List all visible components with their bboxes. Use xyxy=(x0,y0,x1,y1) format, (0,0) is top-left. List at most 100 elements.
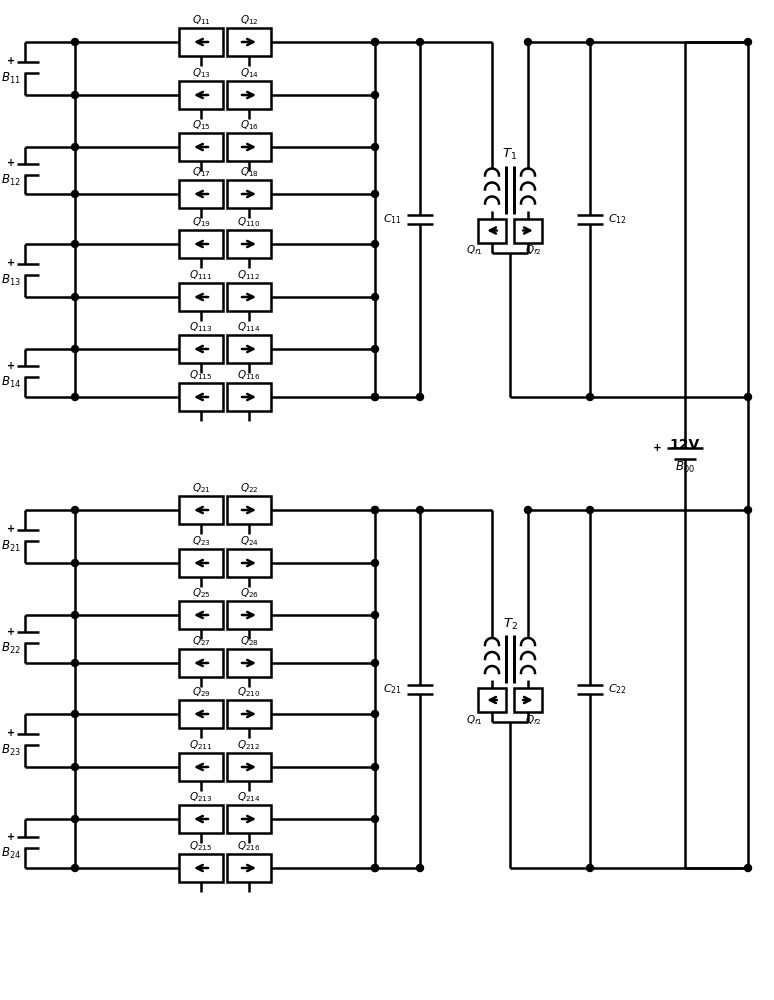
Circle shape xyxy=(71,143,78,150)
Text: $B_{21}$: $B_{21}$ xyxy=(1,538,21,554)
Text: $C_{22}$: $C_{22}$ xyxy=(608,682,627,696)
Circle shape xyxy=(372,143,378,150)
Text: $Q_{210}$: $Q_{210}$ xyxy=(238,685,261,699)
Bar xyxy=(514,219,542,242)
Bar xyxy=(179,854,223,882)
Bar xyxy=(227,283,271,311)
Text: $Q_{114}$: $Q_{114}$ xyxy=(237,320,261,334)
Circle shape xyxy=(71,506,78,514)
Text: $T_1$: $T_1$ xyxy=(502,147,518,162)
Circle shape xyxy=(71,816,78,822)
Bar xyxy=(514,688,542,712)
Text: $Q_{14}$: $Q_{14}$ xyxy=(239,66,259,80)
Bar xyxy=(227,383,271,411)
Bar xyxy=(227,496,271,524)
Text: $Q_{24}$: $Q_{24}$ xyxy=(239,534,259,548)
Circle shape xyxy=(71,190,78,198)
Text: $B_{23}$: $B_{23}$ xyxy=(1,742,21,758)
Circle shape xyxy=(587,506,594,514)
Bar xyxy=(179,283,223,311)
Text: $B_{11}$: $B_{11}$ xyxy=(1,70,21,86)
Text: $B_{14}$: $B_{14}$ xyxy=(1,375,21,390)
Bar xyxy=(179,549,223,577)
Circle shape xyxy=(372,506,378,514)
Text: $Q_{29}$: $Q_{29}$ xyxy=(192,685,211,699)
Bar xyxy=(227,649,271,677)
Bar xyxy=(179,496,223,524)
Circle shape xyxy=(372,764,378,770)
Text: $Q_{11}$: $Q_{11}$ xyxy=(192,13,211,27)
Bar xyxy=(179,383,223,411)
Text: $Q_{111}$: $Q_{111}$ xyxy=(190,268,213,282)
Text: $C_{12}$: $C_{12}$ xyxy=(608,213,627,226)
Text: $Q_{19}$: $Q_{19}$ xyxy=(191,215,211,229)
Bar xyxy=(227,230,271,258)
Bar xyxy=(227,753,271,781)
Circle shape xyxy=(372,346,378,353)
Text: +: + xyxy=(7,728,15,738)
Circle shape xyxy=(525,38,532,45)
Circle shape xyxy=(416,393,423,400)
Bar xyxy=(179,180,223,208)
Text: $Q_{110}$: $Q_{110}$ xyxy=(238,215,261,229)
Text: +: + xyxy=(7,158,15,168)
Text: $Q_{22}$: $Q_{22}$ xyxy=(240,481,259,495)
Circle shape xyxy=(372,611,378,618)
Bar xyxy=(227,549,271,577)
Circle shape xyxy=(587,38,594,45)
Circle shape xyxy=(372,864,378,871)
Bar xyxy=(227,854,271,882)
Circle shape xyxy=(71,346,78,353)
Circle shape xyxy=(372,294,378,300)
Text: $B_{24}$: $B_{24}$ xyxy=(1,846,21,861)
Bar xyxy=(179,649,223,677)
Circle shape xyxy=(71,660,78,666)
Bar xyxy=(179,601,223,629)
Bar xyxy=(227,28,271,56)
Circle shape xyxy=(745,393,752,400)
Text: $Q_{23}$: $Q_{23}$ xyxy=(192,534,211,548)
Text: $Q_{f2}$: $Q_{f2}$ xyxy=(525,244,541,257)
Bar xyxy=(179,805,223,833)
Circle shape xyxy=(71,764,78,770)
Text: $Q_{15}$: $Q_{15}$ xyxy=(192,118,211,132)
Bar xyxy=(478,219,506,242)
Text: +: + xyxy=(7,627,15,637)
Circle shape xyxy=(372,38,378,45)
Text: $Q_{f2}$: $Q_{f2}$ xyxy=(525,713,541,727)
Circle shape xyxy=(71,611,78,618)
Text: $Q_{27}$: $Q_{27}$ xyxy=(192,634,211,648)
Circle shape xyxy=(745,38,752,45)
Circle shape xyxy=(587,393,594,400)
Bar xyxy=(227,335,271,363)
Text: $B_{00}$: $B_{00}$ xyxy=(675,459,695,475)
Text: $Q_{112}$: $Q_{112}$ xyxy=(238,268,261,282)
Bar xyxy=(227,805,271,833)
Circle shape xyxy=(372,816,378,822)
Bar xyxy=(227,133,271,161)
Text: $Q_{113}$: $Q_{113}$ xyxy=(190,320,213,334)
Circle shape xyxy=(587,864,594,871)
Text: $Q_{213}$: $Q_{213}$ xyxy=(190,790,213,804)
Circle shape xyxy=(71,240,78,247)
Circle shape xyxy=(71,560,78,566)
Bar xyxy=(227,81,271,109)
Text: $B_{22}$: $B_{22}$ xyxy=(1,641,21,656)
Circle shape xyxy=(372,660,378,666)
Circle shape xyxy=(372,92,378,99)
Text: $Q_{18}$: $Q_{18}$ xyxy=(239,165,259,179)
Bar xyxy=(227,601,271,629)
Bar xyxy=(179,230,223,258)
Bar xyxy=(179,700,223,728)
Circle shape xyxy=(416,506,423,514)
Text: $Q_{216}$: $Q_{216}$ xyxy=(238,839,261,853)
Bar xyxy=(227,180,271,208)
Circle shape xyxy=(372,864,378,871)
Circle shape xyxy=(372,560,378,566)
Text: $Q_{17}$: $Q_{17}$ xyxy=(192,165,211,179)
Bar xyxy=(179,133,223,161)
Circle shape xyxy=(71,393,78,400)
Text: +: + xyxy=(653,443,662,453)
Text: $Q_{13}$: $Q_{13}$ xyxy=(192,66,211,80)
Text: +: + xyxy=(7,524,15,534)
